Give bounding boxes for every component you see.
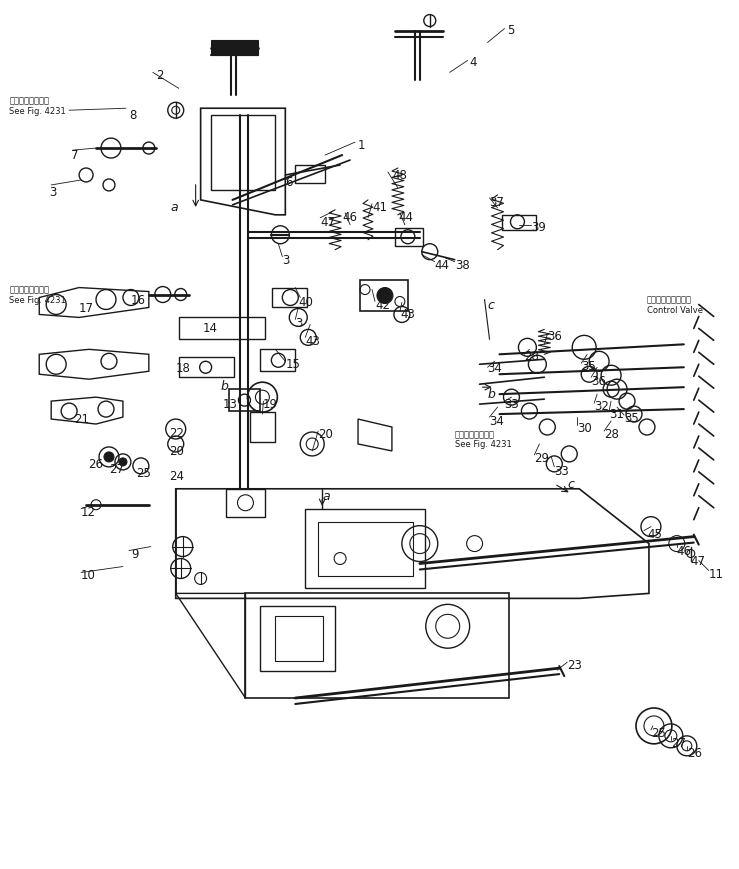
Text: 9: 9: [131, 547, 138, 560]
Text: 24: 24: [168, 469, 184, 482]
Text: 36: 36: [548, 330, 562, 343]
Text: 46: 46: [677, 544, 692, 557]
Text: 38: 38: [454, 258, 469, 271]
Text: a: a: [171, 201, 178, 214]
Text: 7: 7: [71, 149, 78, 162]
Text: c: c: [488, 298, 494, 311]
Text: 21: 21: [74, 413, 89, 426]
Text: 44: 44: [398, 210, 413, 223]
Bar: [296, 166, 325, 183]
Bar: [319, 522, 413, 577]
Text: 22: 22: [168, 427, 184, 440]
Bar: [211, 116, 276, 190]
Text: 25: 25: [136, 467, 151, 480]
Text: 29: 29: [534, 451, 549, 464]
Text: 4: 4: [469, 56, 477, 70]
Text: コントロールバルフ
Control Valve: コントロールバルフ Control Valve: [647, 295, 703, 315]
Text: 46: 46: [342, 210, 357, 223]
Circle shape: [119, 458, 127, 467]
Text: 30: 30: [577, 421, 592, 434]
Text: 34: 34: [488, 362, 503, 375]
Text: 第４２３１図参照
See Fig. 4231: 第４２３１図参照 See Fig. 4231: [10, 96, 66, 116]
Text: 37: 37: [489, 196, 505, 209]
Text: 17: 17: [79, 302, 94, 315]
Text: 47: 47: [320, 216, 336, 229]
Text: 19: 19: [262, 398, 277, 411]
Circle shape: [104, 453, 114, 462]
Text: 42: 42: [375, 298, 390, 311]
Text: 33: 33: [505, 398, 520, 411]
Text: 45: 45: [647, 527, 662, 540]
Text: 3: 3: [50, 186, 57, 199]
Text: 16: 16: [131, 293, 146, 306]
Text: 11: 11: [709, 567, 723, 580]
Text: b: b: [488, 388, 495, 401]
Text: 6: 6: [285, 176, 293, 189]
Bar: [360, 281, 408, 312]
Text: 3: 3: [296, 317, 303, 330]
Text: 44: 44: [435, 258, 450, 271]
Bar: [502, 216, 537, 230]
Bar: [395, 229, 423, 247]
Text: 36: 36: [591, 375, 606, 388]
Text: a: a: [322, 489, 330, 502]
Text: 26: 26: [687, 746, 702, 759]
Bar: [273, 289, 307, 308]
Text: 48: 48: [392, 169, 406, 182]
Text: 27: 27: [109, 462, 124, 475]
Text: 8: 8: [129, 109, 136, 122]
Bar: [225, 489, 265, 517]
Text: 43: 43: [305, 335, 320, 348]
Text: 5: 5: [508, 23, 515, 36]
Text: 35: 35: [581, 360, 596, 373]
Text: 18: 18: [176, 362, 191, 375]
Text: 32: 32: [594, 400, 609, 413]
Text: 31: 31: [609, 408, 624, 421]
Text: 28: 28: [604, 428, 619, 441]
Text: 2: 2: [156, 70, 163, 83]
Circle shape: [377, 289, 393, 304]
Bar: [276, 617, 323, 661]
Text: 14: 14: [202, 322, 217, 335]
Text: 25: 25: [651, 726, 666, 739]
Text: 20: 20: [168, 444, 183, 457]
Bar: [305, 509, 425, 588]
Text: 12: 12: [81, 505, 96, 518]
Text: 35: 35: [624, 412, 638, 425]
Text: 第４２３１図参照
See Fig. 4231: 第４２３１図参照 See Fig. 4231: [454, 429, 511, 449]
Text: 43: 43: [400, 308, 415, 322]
Text: 20: 20: [319, 428, 333, 441]
Text: 41: 41: [372, 201, 387, 214]
Text: 40: 40: [299, 295, 313, 308]
Text: 27: 27: [671, 736, 686, 749]
Text: 23: 23: [568, 659, 582, 672]
Text: 1: 1: [358, 139, 366, 152]
Text: 33: 33: [554, 464, 569, 477]
Bar: [251, 413, 276, 442]
Bar: [179, 358, 234, 378]
Text: 26: 26: [88, 457, 103, 470]
Text: b: b: [220, 380, 228, 393]
Bar: [260, 350, 296, 372]
Text: 10: 10: [81, 569, 96, 582]
Text: 34: 34: [489, 415, 505, 428]
Text: 28: 28: [525, 350, 539, 363]
Text: 47: 47: [691, 554, 706, 567]
Bar: [260, 607, 335, 672]
Text: 13: 13: [222, 398, 237, 411]
Bar: [211, 42, 259, 56]
Text: c: c: [568, 477, 574, 490]
Text: 15: 15: [285, 358, 300, 371]
Text: 39: 39: [531, 221, 546, 234]
Text: 第４２３１図参照
See Fig. 4231: 第４２３１図参照 See Fig. 4231: [10, 285, 66, 305]
Text: 3: 3: [282, 254, 290, 267]
Bar: [228, 389, 260, 412]
